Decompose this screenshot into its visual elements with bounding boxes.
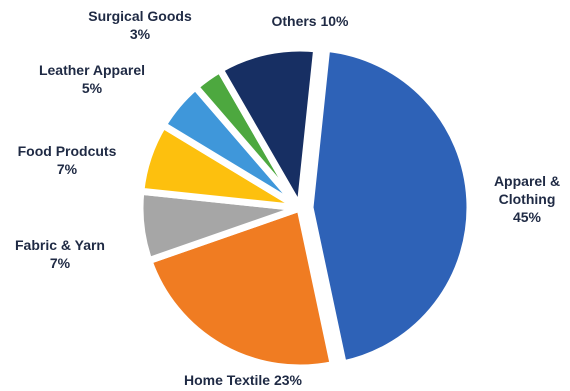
pie-slice-others — [215, 44, 321, 220]
slice-label-line: Apparel & — [494, 173, 560, 189]
slice-label-line: Surgical Goods — [88, 8, 192, 24]
pie-slices — [136, 44, 474, 372]
slice-label-fabric-yarn: Fabric & Yarn 7% — [15, 237, 105, 271]
slice-label-line: Leather Apparel — [39, 62, 145, 78]
slice-label-line: 7% — [57, 161, 78, 177]
pie-slice-apparel-clothing — [306, 44, 474, 369]
slice-label-line: Food Prodcuts — [18, 143, 117, 159]
slice-label-leather-apparel: Leather Apparel 5% — [39, 62, 145, 96]
slice-label-line: 45% — [513, 209, 542, 225]
slice-label-line: Clothing — [499, 191, 556, 207]
slice-label-home-textile: Home Textile 23% — [184, 372, 303, 388]
slice-label-line: 7% — [50, 255, 71, 271]
slice-label-line: Home Textile 23% — [184, 372, 303, 388]
slice-label-line: Others 10% — [271, 13, 349, 29]
slice-label-line: 3% — [130, 26, 151, 42]
slice-label-apparel-clothing: Apparel & Clothing 45% — [494, 173, 560, 225]
slice-label-line: Fabric & Yarn — [15, 237, 105, 253]
slice-label-others: Others 10% — [271, 13, 349, 29]
pie-labels: Apparel & Clothing 45% Home Textile 23% Fabr… — [15, 8, 560, 388]
slice-label-food-prodcuts: Food Prodcuts 7% — [18, 143, 117, 177]
slice-label-line: 5% — [82, 80, 103, 96]
slice-label-surgical-goods: Surgical Goods 3% — [88, 8, 192, 42]
